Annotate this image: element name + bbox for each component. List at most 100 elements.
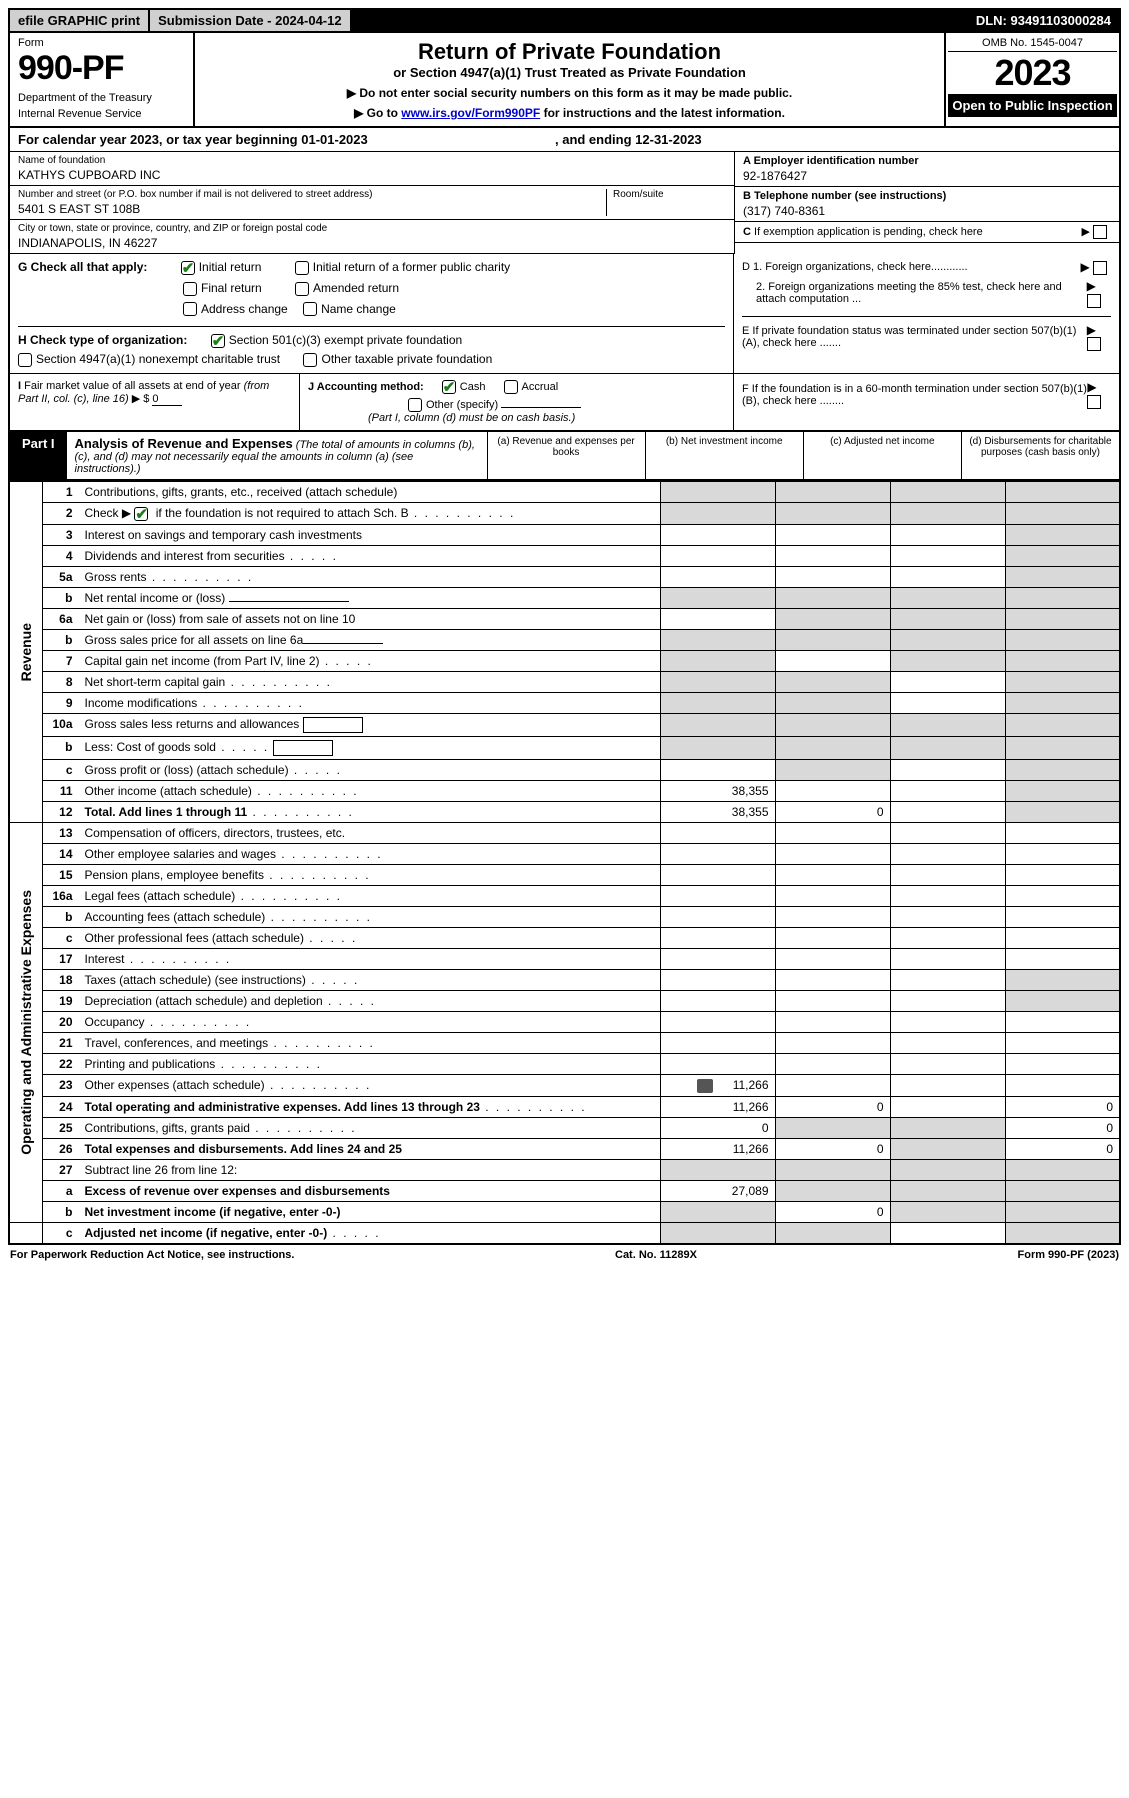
l26-a: 11,266: [660, 1138, 775, 1159]
h-4947-checkbox[interactable]: [18, 353, 32, 367]
name-label: Name of foundation: [18, 155, 726, 166]
instr-ssn: ▶ Do not enter social security numbers o…: [205, 86, 934, 100]
h-501c3-checkbox[interactable]: [211, 334, 225, 348]
d2-checkbox[interactable]: [1087, 294, 1101, 308]
line-num: 1: [43, 482, 79, 503]
calendar-year-row: For calendar year 2023, or tax year begi…: [8, 128, 1121, 152]
g-initial-former: Initial return of a former public charit…: [313, 260, 510, 274]
line-17: Interest: [79, 948, 661, 969]
open-public-badge: Open to Public Inspection: [948, 94, 1117, 117]
line-13: Compensation of officers, directors, tru…: [79, 822, 661, 843]
line-1: Contributions, gifts, grants, etc., rece…: [79, 482, 661, 503]
e-label: E If private foundation status was termi…: [742, 325, 1087, 349]
g-initial-checkbox[interactable]: [181, 261, 195, 275]
d1-checkbox[interactable]: [1093, 261, 1107, 275]
line-10a: Gross sales less returns and allowances: [79, 713, 661, 736]
city-value: INDIANAPOLIS, IN 46227: [18, 236, 726, 250]
ein-label: A Employer identification number: [743, 155, 919, 167]
g-addr-change: Address change: [201, 302, 288, 316]
g-amended-checkbox[interactable]: [295, 282, 309, 296]
line-16c: Other professional fees (attach schedule…: [79, 927, 661, 948]
addr-label: Number and street (or P.O. box number if…: [18, 189, 606, 200]
line-27a: Excess of revenue over expenses and disb…: [79, 1180, 661, 1201]
line-19: Depreciation (attach schedule) and deple…: [79, 990, 661, 1011]
j-label: J Accounting method:: [308, 381, 424, 393]
line-12: Total. Add lines 1 through 11: [79, 801, 661, 822]
room-label: Room/suite: [613, 189, 726, 200]
line-7: Capital gain net income (from Part IV, l…: [79, 650, 661, 671]
g-name-change: Name change: [321, 302, 396, 316]
col-b-header: (b) Net investment income: [645, 432, 803, 479]
g-initial: Initial return: [199, 260, 262, 274]
l26-d: 0: [1005, 1138, 1120, 1159]
l26-b: 0: [775, 1138, 890, 1159]
l23-a: 11,266: [660, 1074, 775, 1096]
line-11: Other income (attach schedule): [79, 780, 661, 801]
l25-a: 0: [660, 1117, 775, 1138]
h-other: Other taxable private foundation: [321, 352, 492, 366]
section-g-h-row: G Check all that apply: Initial return I…: [8, 254, 1121, 374]
line-6a: Net gain or (loss) from sale of assets n…: [79, 608, 661, 629]
line-16b: Accounting fees (attach schedule): [79, 906, 661, 927]
g-initial-former-checkbox[interactable]: [295, 261, 309, 275]
tax-year: 2023: [948, 52, 1117, 94]
line-22: Printing and publications: [79, 1053, 661, 1074]
line-24: Total operating and administrative expen…: [79, 1096, 661, 1117]
ein-value: 92-1876427: [743, 169, 1111, 183]
e-checkbox[interactable]: [1087, 337, 1101, 351]
cal-begin: 01-01-2023: [301, 132, 368, 147]
cal-end: 12-31-2023: [635, 132, 702, 147]
header-center: Return of Private Foundation or Section …: [195, 33, 944, 126]
instr-pre: ▶ Go to: [354, 106, 401, 120]
entity-info: Name of foundation KATHYS CUPBOARD INC N…: [8, 152, 1121, 254]
efile-label[interactable]: efile GRAPHIC print: [10, 10, 148, 31]
f-label: F If the foundation is in a 60-month ter…: [742, 383, 1087, 407]
ein-cell: A Employer identification number 92-1876…: [735, 152, 1119, 187]
g-amended: Amended return: [313, 281, 399, 295]
line-15: Pension plans, employee benefits: [79, 864, 661, 885]
h-4947: Section 4947(a)(1) nonexempt charitable …: [36, 352, 280, 366]
line-27: Subtract line 26 from line 12:: [79, 1159, 661, 1180]
g-name-change-checkbox[interactable]: [303, 302, 317, 316]
l24-a: 11,266: [660, 1096, 775, 1117]
schb-checkbox[interactable]: [134, 507, 148, 521]
header-left: Form 990-PF Department of the Treasury I…: [10, 33, 195, 126]
line-9: Income modifications: [79, 692, 661, 713]
fmv-value: 0: [152, 393, 182, 406]
footer: For Paperwork Reduction Act Notice, see …: [8, 1245, 1121, 1265]
paperwork-notice: For Paperwork Reduction Act Notice, see …: [10, 1249, 294, 1261]
header-right: OMB No. 1545-0047 2023 Open to Public In…: [944, 33, 1119, 126]
line-21: Travel, conferences, and meetings: [79, 1032, 661, 1053]
line-5b: Net rental income or (loss): [79, 587, 661, 608]
l24-b: 0: [775, 1096, 890, 1117]
j-other-checkbox[interactable]: [408, 398, 422, 412]
irs-link[interactable]: www.irs.gov/Form990PF: [401, 106, 540, 120]
cal-pre: For calendar year 2023, or tax year begi…: [18, 132, 301, 147]
d1-label: D 1. Foreign organizations, check here..…: [742, 261, 968, 273]
col-c-header: (c) Adjusted net income: [803, 432, 961, 479]
l24-d: 0: [1005, 1096, 1120, 1117]
attachment-icon[interactable]: [697, 1079, 713, 1093]
form-number: 990-PF: [18, 49, 185, 88]
line-2: Check ▶ if the foundation is not require…: [79, 503, 661, 525]
form-title: Return of Private Foundation: [205, 39, 934, 65]
part1-table: Revenue 1 Contributions, gifts, grants, …: [8, 481, 1121, 1245]
dln-label: DLN: 93491103000284: [968, 10, 1119, 31]
j-accrual-checkbox[interactable]: [504, 380, 518, 394]
h-other-checkbox[interactable]: [303, 353, 317, 367]
phone-label: B Telephone number (see instructions): [743, 190, 946, 202]
j-cash-checkbox[interactable]: [442, 380, 456, 394]
line-27c: Adjusted net income (if negative, enter …: [79, 1222, 661, 1244]
line-10b: Less: Cost of goods sold: [79, 736, 661, 759]
col-a-header: (a) Revenue and expenses per books: [487, 432, 645, 479]
h-label: H Check type of organization:: [18, 333, 187, 347]
g-addr-change-checkbox[interactable]: [183, 302, 197, 316]
g-final-checkbox[interactable]: [183, 282, 197, 296]
h-501c3: Section 501(c)(3) exempt private foundat…: [229, 333, 462, 347]
dept-treasury: Department of the Treasury: [18, 92, 185, 104]
l12-b: 0: [775, 801, 890, 822]
instr-post: for instructions and the latest informat…: [544, 106, 785, 120]
c-checkbox[interactable]: [1093, 225, 1107, 239]
line-4: Dividends and interest from securities: [79, 545, 661, 566]
f-checkbox[interactable]: [1087, 395, 1101, 409]
